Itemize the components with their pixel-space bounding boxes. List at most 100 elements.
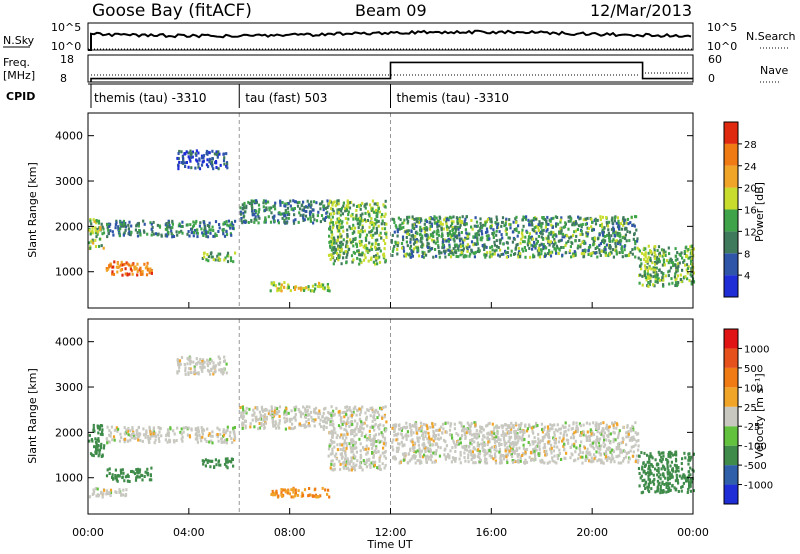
velocity-cell [498,442,501,446]
velocity-cell [415,425,418,429]
power-cell [378,255,381,259]
velocity-cell [367,409,370,413]
cpid-label: CPID [6,90,35,103]
power-cell [690,249,694,253]
power-cell [481,244,484,247]
velocity-cell [210,434,213,438]
velocity-cell [420,449,423,453]
power-cell [215,153,218,156]
freq-panel [87,54,694,83]
velocity-cell [299,415,303,419]
power-cell [184,152,187,155]
power-cell [289,289,292,293]
power-cell [601,231,604,235]
power-cell [582,249,585,253]
power-cell [369,221,372,225]
velocity-cell [536,424,539,427]
velocity-cell [189,362,192,366]
velocity-cell [271,418,274,422]
velocity-cell [332,409,335,413]
velocity-cell [431,460,434,464]
power-cell [330,218,333,222]
velocity-cell [591,445,594,449]
power-cell [318,285,321,289]
power-cell [350,254,354,258]
power-cell [638,249,641,253]
power-cell [322,217,325,221]
velocity-cell [529,450,533,454]
power-cell [652,283,655,287]
power-cell [656,280,659,284]
power-cell [289,199,292,203]
power-cell [270,282,273,286]
power-cell [319,207,322,211]
velocity-cell [408,423,411,426]
velocity-cell [478,429,481,433]
velocity-cell [438,454,441,458]
power-cell [674,284,677,287]
velocity-cell [603,438,606,442]
velocity-cell [554,438,557,442]
velocity-cell [443,438,446,442]
velocity-cell [415,428,418,432]
velocity-cell [182,430,185,434]
velocity-cell [393,430,396,433]
power-cell [217,167,220,171]
velocity-cell [97,439,100,443]
power-cell [396,243,399,247]
velocity-cell [307,418,310,422]
power-cell [336,199,339,203]
power-cell [318,202,322,206]
power-cell [654,276,658,280]
power-cell [381,213,384,217]
velocity-cell [433,437,436,441]
power-cell [303,286,306,290]
velocity-cell [88,439,91,443]
power-cell [351,260,354,264]
velocity-cell [596,439,599,443]
velocity-cell [401,444,404,447]
velocity-cell [194,437,197,441]
power-cell [447,237,450,241]
power-cell [478,249,481,253]
power-cell [254,215,257,219]
velocity-cell [424,457,428,461]
power-cell [304,205,307,209]
velocity-cell [216,433,219,436]
velocity-cell [468,427,471,431]
power-cell [207,165,210,169]
velocity-cell [342,420,345,424]
velocity-cell [509,441,512,445]
velocity-cell [426,447,430,451]
power-cell [360,253,363,257]
velocity-cell [418,447,421,451]
power-cell [262,199,266,203]
power-cell [540,252,543,256]
velocity-cell [578,422,581,426]
velocity-cell [417,443,420,447]
velocity-cell [339,442,342,446]
velocity-cell [494,445,498,449]
velocity-cell [362,459,365,463]
velocity-cell [477,448,480,452]
power-cell [461,241,465,245]
power-cell [502,242,505,246]
velocity-cell [233,438,236,442]
velocity-cell [444,440,447,444]
power-cell [370,222,374,226]
power-cell [212,167,215,171]
velocity-region-5 [201,457,235,470]
velocity-cell [395,446,399,450]
power-cell [664,274,667,278]
power-cell [689,259,693,263]
velocity-cell [345,405,349,409]
power-cell [89,232,92,236]
power-cell [549,251,552,255]
velocity-cell [431,425,434,429]
velocity-cell [358,413,362,417]
power-cell [214,220,218,224]
power-cell [425,238,429,242]
power-cell [205,163,209,167]
power-cell [532,218,535,222]
power-cell [664,250,667,254]
